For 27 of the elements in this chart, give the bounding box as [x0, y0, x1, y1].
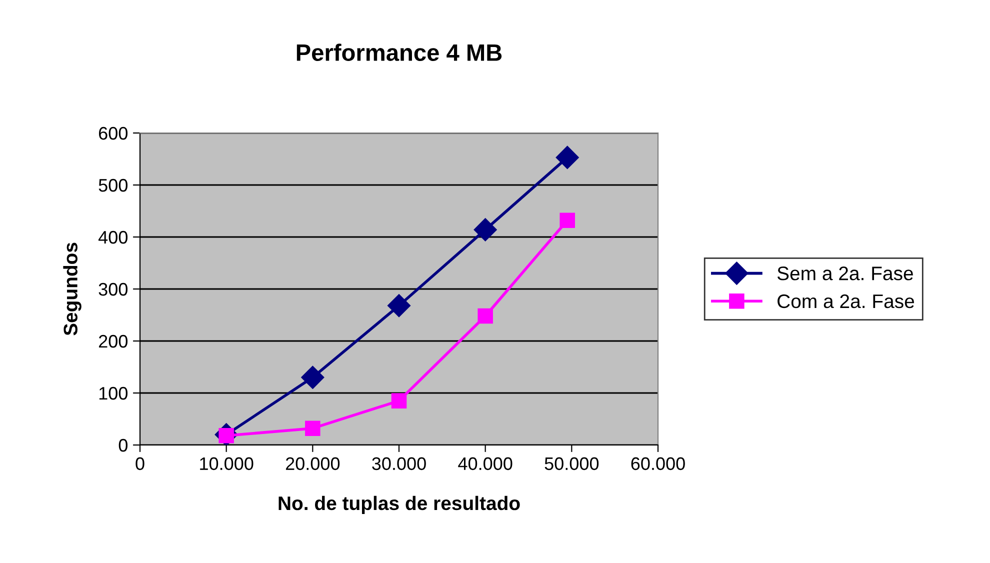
- y-tick-label: 100: [99, 386, 128, 400]
- x-tick-label: 30.000: [372, 457, 426, 470]
- legend-label: Sem a 2a. Fase: [777, 266, 913, 280]
- x-tick-label: 60.000: [631, 457, 685, 470]
- point: [474, 218, 497, 242]
- x-tick-label: 50.000: [544, 457, 599, 470]
- x-tick-label: 0: [136, 457, 144, 470]
- x-axis-title: No. de tuplas de resultado: [278, 496, 520, 514]
- x-tick-label: 10.000: [200, 457, 254, 470]
- y-tick-label: 600: [98, 126, 128, 140]
- y-tick-label: 0: [118, 438, 128, 452]
- point: [478, 308, 493, 324]
- point: [305, 420, 320, 436]
- y-tick-label: 300: [98, 282, 128, 296]
- y-axis-title: Segundos: [63, 242, 82, 336]
- point: [388, 294, 410, 318]
- x-tick-label: 40.000: [458, 457, 512, 470]
- point: [391, 393, 407, 408]
- y-tick-label: 400: [98, 230, 128, 244]
- point: [560, 212, 575, 228]
- legend-label: Com a 2a. Fase: [778, 294, 914, 308]
- point: [556, 146, 579, 169]
- y-tick-label: 200: [98, 334, 128, 348]
- point: [301, 366, 324, 389]
- y-tick-label: 500: [98, 178, 128, 192]
- x-tick-label: 20.000: [286, 457, 340, 470]
- chart-title: Performance 4 MB: [296, 44, 502, 62]
